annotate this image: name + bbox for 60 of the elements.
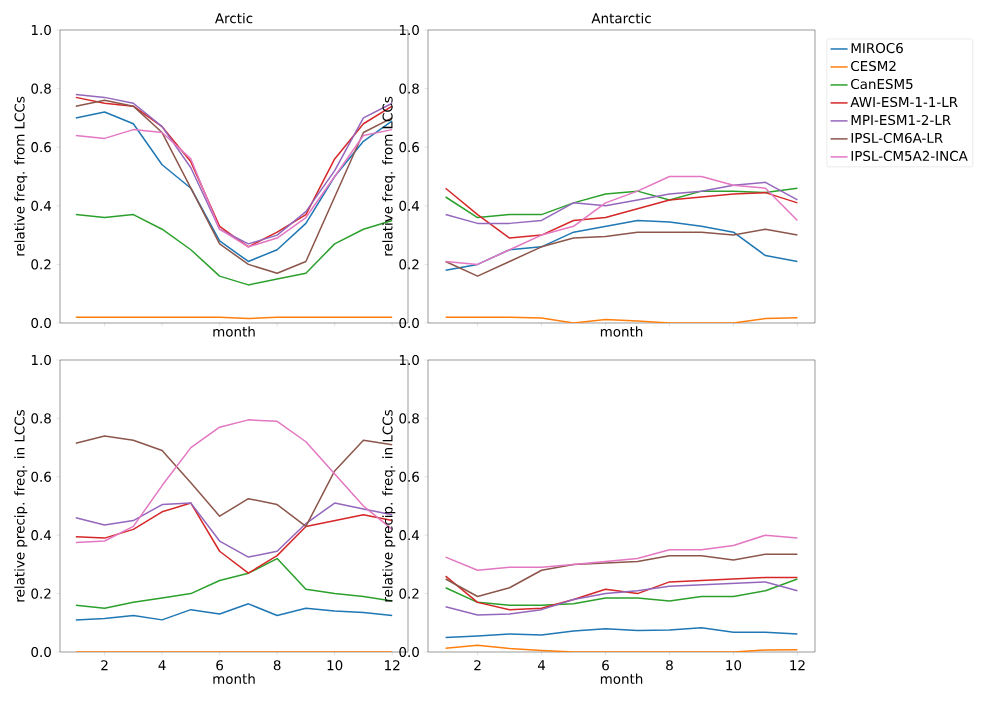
chart-title: Arctic xyxy=(214,12,253,24)
y-tick-label: 0.8 xyxy=(31,83,51,94)
y-tick-label: 0.0 xyxy=(399,646,419,658)
legend-label: MPI-ESM1-2-LR xyxy=(851,114,951,126)
y-tick-label: 0.0 xyxy=(399,317,419,329)
chart-title: Antarctic xyxy=(591,12,651,24)
x-tick-label: 8 xyxy=(273,660,281,671)
y-tick-label: 1.0 xyxy=(31,354,51,366)
y-tick-label: 0.4 xyxy=(31,530,52,541)
y-axis-title: relative freq. from LCCs xyxy=(382,96,396,256)
y-tick-label: 0.2 xyxy=(399,259,419,270)
legend-label: MIROC6 xyxy=(851,42,903,54)
x-tick-label: 2 xyxy=(474,660,481,671)
x-tick-label: 4 xyxy=(158,660,166,670)
y-tick-label: 1.0 xyxy=(399,24,419,36)
x-tick-label: 10 xyxy=(726,660,742,671)
line-series xyxy=(444,534,799,571)
x-axis-title: month xyxy=(213,326,255,337)
y-tick-label: 0.0 xyxy=(31,317,51,329)
y-tick-label: 1.0 xyxy=(399,354,419,366)
line-series xyxy=(444,187,799,219)
y-tick-label: 0.8 xyxy=(31,413,51,424)
x-tick-label: 12 xyxy=(790,660,805,671)
y-tick-label: 0.0 xyxy=(31,646,51,658)
y-tick-label: 0.6 xyxy=(399,471,419,482)
x-tick-label: 6 xyxy=(216,660,224,671)
line-series xyxy=(444,627,799,639)
y-tick-label: 0.4 xyxy=(399,530,420,541)
x-tick-label: 10 xyxy=(327,660,343,671)
y-axis-title: relative precip. freq. in LCCs xyxy=(14,410,28,602)
y-tick-label: 0.6 xyxy=(399,142,419,153)
y-tick-label: 0.2 xyxy=(31,259,51,270)
x-tick-label: 4 xyxy=(537,660,546,670)
legend-label: IPSL-CM5A2-INCA xyxy=(851,150,968,162)
line-series xyxy=(444,175,799,266)
x-tick-label: 12 xyxy=(385,660,400,671)
y-axis-title: relative precip. freq. in LCCs xyxy=(382,410,396,602)
y-tick-label: 0.6 xyxy=(31,471,51,482)
line-series xyxy=(444,553,799,598)
legend-label: AWI-ESM-1-1-LR xyxy=(850,96,958,108)
y-tick-label: 0.8 xyxy=(399,83,419,94)
line-series xyxy=(75,603,393,621)
y-tick-label: 0.2 xyxy=(399,588,419,599)
y-tick-label: 1.0 xyxy=(31,24,51,36)
y-tick-label: 0.8 xyxy=(399,413,419,424)
legend-label: CESM2 xyxy=(851,60,896,72)
legend-label: IPSL-CM6A-LR xyxy=(851,132,943,144)
x-tick-label: 2 xyxy=(101,660,108,671)
y-axis-title: relative freq. from LCCs xyxy=(14,96,28,256)
y-tick-label: 0.6 xyxy=(31,142,51,153)
y-tick-label: 0.2 xyxy=(31,588,51,599)
legend-label: CanESM5 xyxy=(851,78,913,90)
x-axis-title: month xyxy=(600,326,643,337)
line-series xyxy=(444,181,799,225)
y-tick-label: 0.4 xyxy=(399,200,420,211)
y-tick-label: 0.4 xyxy=(31,200,52,211)
x-axis-title: month xyxy=(213,673,255,684)
x-tick-label: 8 xyxy=(666,660,673,671)
x-axis-title: month xyxy=(600,673,643,684)
x-tick-label: 6 xyxy=(602,660,609,671)
